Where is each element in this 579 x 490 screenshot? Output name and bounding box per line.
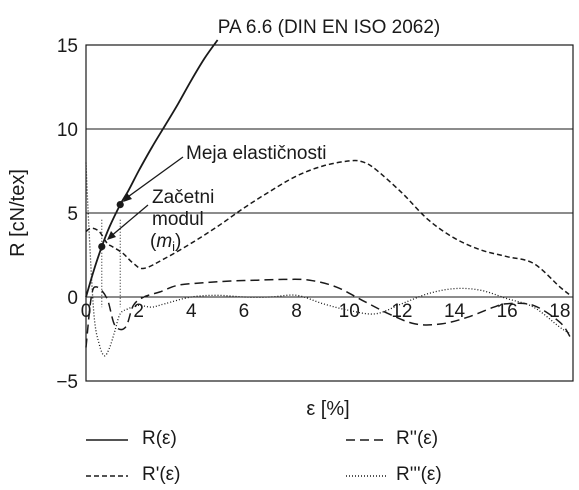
x-tick-label: 4	[186, 301, 197, 322]
x-tick-label: 18	[549, 301, 570, 322]
annotation-modulus-line-2: modul	[152, 209, 204, 230]
legend-label-r-triple-prime: R'''(ε)	[396, 464, 442, 485]
annotation-elastic-limit: Meja elastičnosti	[123, 143, 326, 202]
series-r	[85, 39, 219, 298]
y-tick-label: −5	[56, 372, 78, 393]
x-tick-label: 2	[133, 301, 144, 322]
x-tick-label: 6	[239, 301, 250, 322]
legend-swatch-r	[86, 439, 128, 441]
legend-label-r: R(ε)	[142, 428, 177, 449]
y-axis-label: R [cN/tex]	[7, 169, 29, 257]
annotation-modulus-line-3: (mi)	[150, 231, 181, 254]
marker-point	[98, 243, 106, 251]
annotation-initial-modulus: Začetni modul (mi)	[107, 187, 214, 254]
legend-swatch-r-prime	[86, 475, 128, 477]
x-tick-label: 14	[444, 301, 466, 322]
x-tick-label: 16	[497, 301, 518, 322]
legend-swatch-r-double-prime	[346, 439, 388, 441]
y-tick-label: 15	[57, 36, 78, 57]
y-tick-label: 0	[67, 288, 78, 309]
y-tick-label: 5	[67, 204, 78, 225]
annotation-modulus-line-1: Začetni	[152, 187, 214, 208]
chart-grid	[86, 128, 573, 298]
x-tick-label: 10	[339, 301, 360, 322]
annotation-modulus-arrow	[109, 204, 149, 238]
x-tick-label: 12	[391, 301, 412, 322]
annotation-elastic-arrow	[124, 156, 184, 200]
plot-frame	[85, 44, 574, 382]
x-axis-label: ε [%]	[306, 398, 349, 420]
annotation-elastic-text: Meja elastičnosti	[186, 143, 326, 164]
annotation-elastic-arrowhead	[123, 193, 132, 202]
legend-label-r-prime: R'(ε)	[142, 464, 181, 485]
series-r-prime	[85, 159, 571, 296]
series-r-triple-prime	[85, 162, 571, 357]
y-tick-label: 10	[57, 120, 78, 141]
x-tick-label: 8	[291, 301, 302, 322]
series-r-double-prime	[85, 278, 572, 348]
legend-swatch-r-triple-prime	[346, 475, 388, 477]
legend-label-r-double-prime: R''(ε)	[396, 428, 439, 449]
chart-markers	[98, 201, 124, 308]
annotation-modulus-arrowhead	[107, 231, 116, 240]
marker-point	[116, 201, 124, 209]
chart-title: PA 6.6 (DIN EN ISO 2062)	[218, 17, 440, 38]
